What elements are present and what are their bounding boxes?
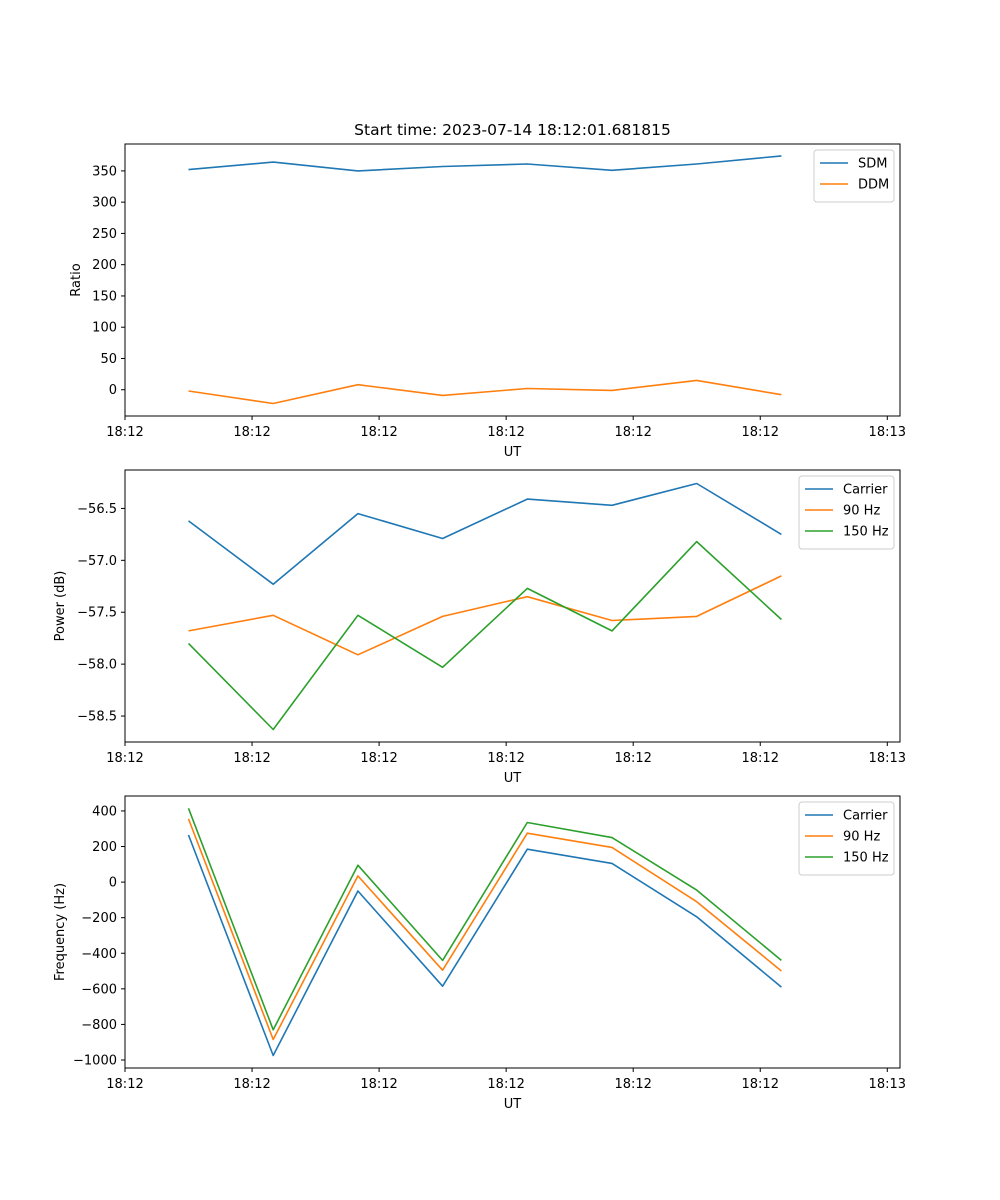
- y-tick-label: 200: [92, 840, 117, 855]
- x-tick-label: 18:12: [614, 751, 651, 766]
- series-line-carrier: [187, 834, 782, 1057]
- x-tick-label: 18:13: [869, 425, 906, 440]
- axes-frame: [124, 469, 901, 743]
- y-tick-label: −58.0: [77, 658, 117, 673]
- legend-label: Carrier: [843, 483, 888, 498]
- x-tick-label: 18:12: [360, 751, 397, 766]
- series-line-150-hz: [187, 808, 782, 1031]
- x-tick-label: 18:12: [614, 1077, 651, 1092]
- y-tick-label: −56.5: [77, 502, 117, 517]
- x-tick-label: 18:12: [742, 751, 779, 766]
- legend: Carrier 90 Hz 150 Hz: [798, 801, 895, 876]
- legend-label: 90 Hz: [843, 504, 880, 519]
- series-line-carrier: [188, 482, 782, 586]
- legend-label: 90 Hz: [843, 830, 880, 845]
- x-tick-label: 18:12: [233, 751, 270, 766]
- y-tick-label: −57.5: [77, 606, 117, 621]
- legend-label: DDM: [858, 178, 889, 193]
- x-tick-label: 18:12: [233, 425, 270, 440]
- x-tick-label: 18:12: [360, 1077, 397, 1092]
- series-line-150-hz: [187, 540, 782, 731]
- x-tick-label: 18:12: [614, 425, 651, 440]
- x-axis-label: UT: [504, 1097, 522, 1112]
- x-tick-label: 18:12: [360, 425, 397, 440]
- y-tick-label: −800: [81, 1018, 117, 1033]
- series-line-90-hz: [187, 818, 782, 1041]
- chart-panel-3: −1000 −800 −600 −400 −200 0 200 400 18:12 18:12 18…: [53, 795, 906, 1112]
- y-tick-label: 300: [92, 196, 117, 211]
- y-tick-label: 200: [92, 258, 117, 273]
- x-tick-label: 18:13: [869, 751, 906, 766]
- legend-label: 150 Hz: [843, 525, 889, 540]
- y-tick-label: −400: [81, 947, 117, 962]
- legend-label: SDM: [858, 157, 887, 172]
- x-tick-label: 18:13: [869, 1077, 906, 1092]
- y-tick-label: −1000: [73, 1053, 117, 1068]
- y-tick-label: −600: [81, 982, 117, 997]
- y-axis-label: Ratio: [69, 263, 84, 296]
- y-tick-label: 100: [92, 321, 117, 336]
- y-axis-label: Frequency (Hz): [53, 883, 68, 981]
- x-tick-label: 18:12: [742, 425, 779, 440]
- y-tick-label: 0: [109, 383, 117, 398]
- x-tick-label: 18:12: [106, 425, 143, 440]
- x-tick-label: 18:12: [233, 1077, 270, 1092]
- y-tick-label: −58.5: [77, 710, 117, 725]
- y-tick-label: 400: [92, 804, 117, 819]
- y-tick-label: −57.0: [77, 554, 117, 569]
- axes-frame: [124, 143, 901, 417]
- y-axis-label: Power (dB): [53, 571, 68, 642]
- y-tick-label: 50: [100, 352, 117, 367]
- x-tick-label: 18:12: [487, 1077, 524, 1092]
- series-line-sdm: [188, 155, 782, 172]
- chart-panel-1: Start time: 2023-07-14 18:12:01.681815 0 5…: [69, 121, 906, 460]
- legend-label: Carrier: [843, 809, 888, 824]
- chart-title: Start time: 2023-07-14 18:12:01.681815: [354, 121, 671, 139]
- y-tick-label: 350: [92, 164, 117, 179]
- legend: Carrier 90 Hz 150 Hz: [798, 475, 895, 550]
- x-tick-label: 18:12: [106, 1077, 143, 1092]
- legend: SDM DDM: [813, 149, 895, 203]
- y-tick-label: 0: [109, 876, 117, 891]
- series-line-90-hz: [188, 575, 782, 656]
- x-tick-label: 18:12: [487, 751, 524, 766]
- y-tick-label: 250: [92, 227, 117, 242]
- axes-frame: [124, 795, 901, 1069]
- y-tick-label: 150: [92, 289, 117, 304]
- chart-panel-2: −58.5 −58.0 −57.5 −57.0 −56.5 18:12 18:12 18:12…: [53, 469, 906, 786]
- x-axis-label: UT: [504, 445, 522, 460]
- legend-label: 150 Hz: [843, 851, 889, 866]
- x-axis-label: UT: [504, 771, 522, 786]
- x-tick-label: 18:12: [742, 1077, 779, 1092]
- x-tick-label: 18:12: [487, 425, 524, 440]
- series-line-ddm: [188, 379, 782, 405]
- x-tick-label: 18:12: [106, 751, 143, 766]
- y-tick-label: −200: [81, 911, 117, 926]
